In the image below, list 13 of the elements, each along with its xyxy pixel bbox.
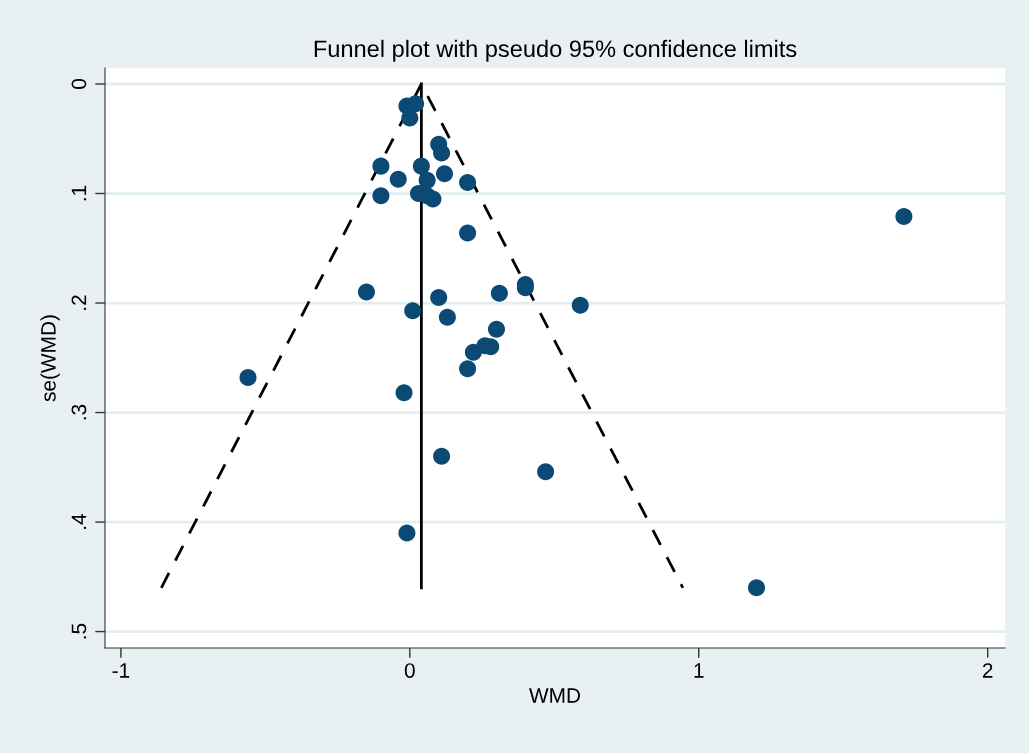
y-tick-label: 0 — [71, 79, 87, 89]
y-axis-title: se(WMD) — [40, 315, 60, 402]
y-tick-label: .2 — [71, 295, 87, 310]
x-tick-label: 1 — [694, 663, 704, 678]
y-tick-label: .4 — [71, 513, 87, 529]
y-tick-label: .5 — [71, 623, 87, 639]
x-tick-label: -1 — [112, 663, 130, 678]
chart-title: Funnel plot with pseudo 95% confidence limits — [314, 39, 797, 62]
y-tick-label: .1 — [71, 185, 87, 201]
x-tick-label: 2 — [982, 663, 993, 678]
y-tick-label: .3 — [71, 404, 87, 420]
x-tick-label: 0 — [404, 663, 415, 678]
x-axis-title: WMD — [529, 688, 581, 703]
